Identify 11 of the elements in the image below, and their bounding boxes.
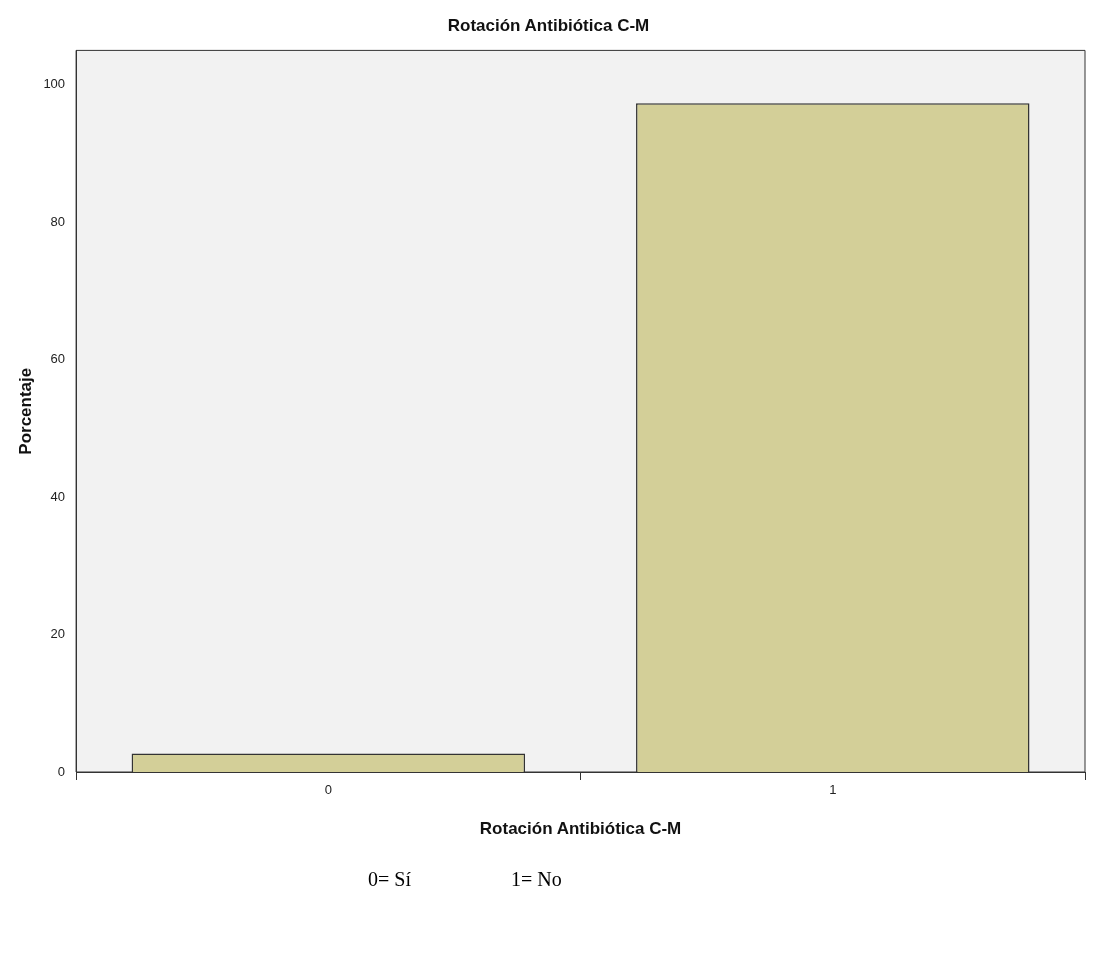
- y-tick-label: 0: [57, 763, 66, 779]
- text: 0= Sí 1= No: [367, 868, 563, 891]
- y-tick-label: 80: [50, 213, 66, 229]
- chart-title: Rotación Antibiótica C-M: [447, 15, 650, 35]
- y-tick-label: 100: [43, 76, 66, 92]
- y-tick-label: 60: [50, 351, 66, 367]
- x-axis-title: Rotación Antibiótica C-M: [479, 819, 682, 839]
- x-tick-label: 1: [829, 782, 837, 798]
- y-tick-label: 40: [50, 488, 66, 504]
- y-axis-title: Porcentaje: [15, 367, 35, 455]
- y-tick-label: 20: [50, 626, 66, 642]
